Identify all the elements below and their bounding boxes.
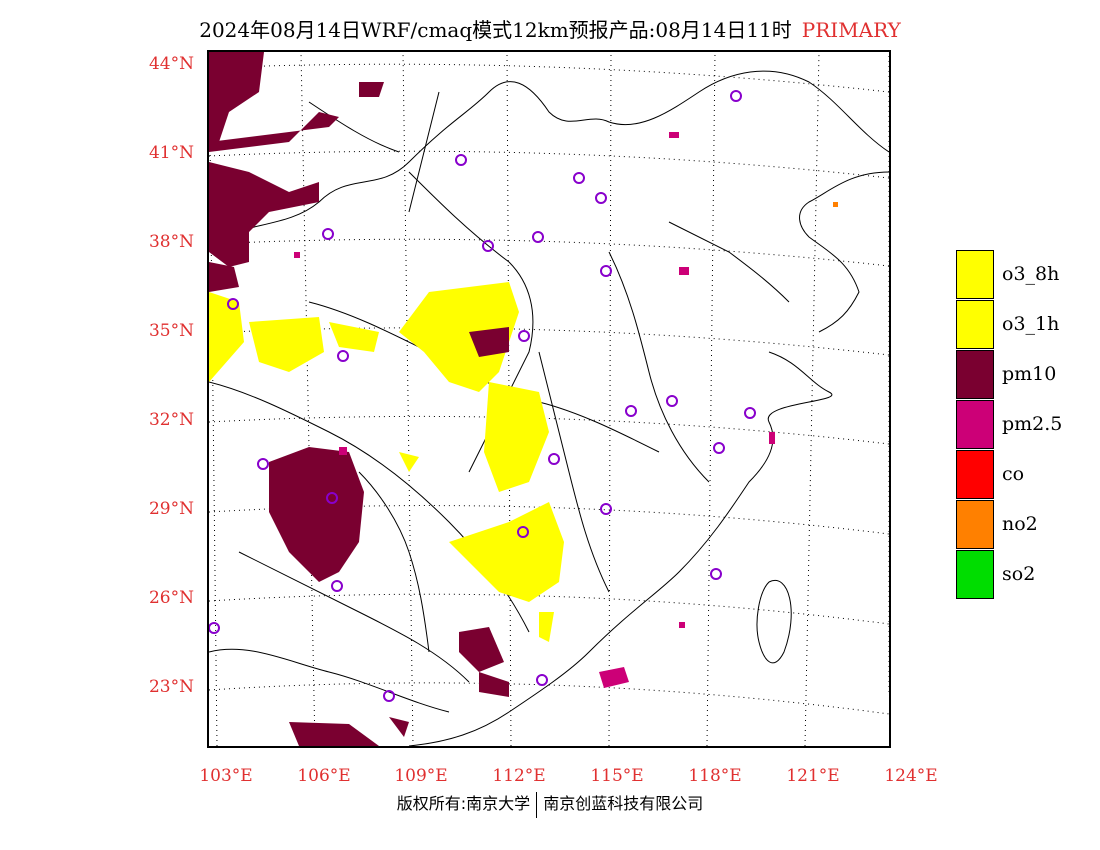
- legend-item-so2: so2: [956, 549, 1062, 599]
- footer-right: 南京创蓝科技有限公司: [543, 794, 704, 813]
- legend: o3_8h o3_1h pm10 pm2.5 co no2 so2: [956, 249, 1062, 599]
- no2-spot: [833, 202, 838, 207]
- map-title: 2024年08月14日WRF/cmaq模式12km预报产品:08月14日11时 P…: [0, 14, 1100, 43]
- legend-swatch: [956, 249, 994, 299]
- lat-label-29: 29°N: [148, 499, 194, 519]
- legend-label: o3_8h: [1002, 263, 1060, 285]
- legend-label: so2: [1002, 563, 1036, 585]
- legend-swatch: [956, 549, 994, 599]
- lat-label-41: 41°N: [148, 143, 194, 163]
- boundaries: [209, 70, 889, 746]
- legend-label: o3_1h: [1002, 313, 1060, 335]
- longitude-grid: [209, 52, 889, 746]
- legend-label: co: [1002, 463, 1025, 485]
- legend-label: no2: [1002, 513, 1038, 535]
- copyright-footer: 版权所有:南京大学 南京创蓝科技有限公司: [0, 790, 1100, 818]
- legend-label: pm10: [1002, 363, 1057, 385]
- pm10-region: [209, 52, 509, 746]
- o3-region: [209, 282, 564, 642]
- lon-label-109: 109°E: [394, 766, 448, 786]
- map-panel: [207, 50, 891, 748]
- lon-label-115: 115°E: [590, 766, 644, 786]
- lon-label-124: 124°E: [884, 766, 938, 786]
- lat-label-26: 26°N: [148, 588, 194, 608]
- legend-swatch: [956, 449, 994, 499]
- footer-left: 版权所有:南京大学: [396, 794, 531, 813]
- lon-label-121: 121°E: [786, 766, 840, 786]
- lat-label-23: 23°N: [148, 677, 194, 697]
- legend-swatch: [956, 399, 994, 449]
- legend-swatch: [956, 299, 994, 349]
- lat-label-38: 38°N: [148, 232, 194, 252]
- legend-item-co: co: [956, 449, 1062, 499]
- title-text: 2024年08月14日WRF/cmaq模式12km预报产品:08月14日11时: [199, 18, 792, 42]
- legend-swatch: [956, 349, 994, 399]
- lat-label-35: 35°N: [148, 321, 194, 341]
- map-canvas: [209, 52, 889, 746]
- legend-item-pm25: pm2.5: [956, 399, 1062, 449]
- lat-label-44: 44°N: [148, 54, 194, 74]
- legend-label: pm2.5: [1002, 413, 1063, 435]
- pm25-region: [294, 132, 775, 688]
- lon-label-112: 112°E: [492, 766, 546, 786]
- lon-label-118: 118°E: [688, 766, 742, 786]
- legend-item-o3-8h: o3_8h: [956, 249, 1062, 299]
- lon-label-103: 103°E: [199, 766, 253, 786]
- legend-item-no2: no2: [956, 499, 1062, 549]
- legend-item-pm10: pm10: [956, 349, 1062, 399]
- station-markers: [209, 90, 756, 702]
- title-tag: PRIMARY: [801, 18, 901, 42]
- lon-label-106: 106°E: [297, 766, 351, 786]
- legend-item-o3-1h: o3_1h: [956, 299, 1062, 349]
- legend-swatch: [956, 499, 994, 549]
- footer-separator: [536, 791, 538, 818]
- lat-label-32: 32°N: [148, 410, 194, 430]
